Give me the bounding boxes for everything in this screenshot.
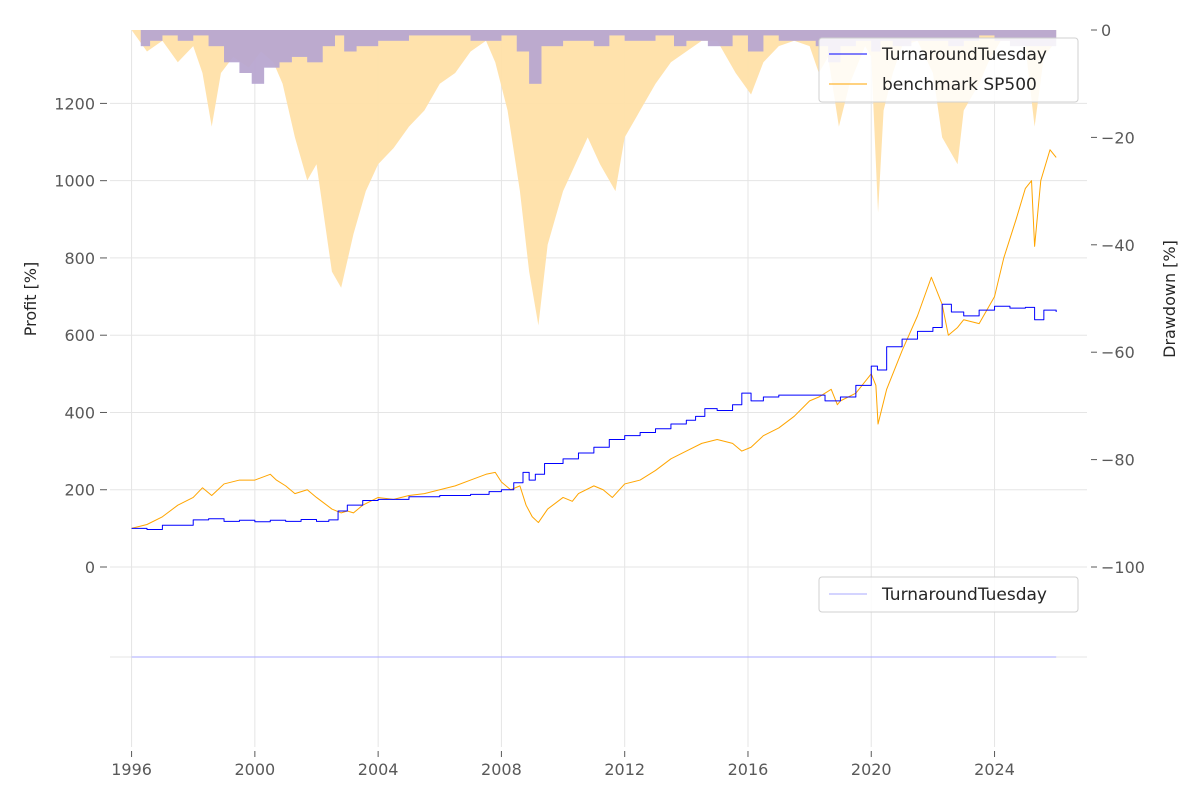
x-tick-label-2020: 2020 xyxy=(851,760,892,779)
y2-tick-label-0: 0 xyxy=(1101,21,1111,40)
x-tick-label-1996: 1996 xyxy=(111,760,152,779)
x-tick-label-2024: 2024 xyxy=(974,760,1015,779)
y2-tick-label-3: −60 xyxy=(1101,343,1135,362)
legend-label-strategy-secondary: TurnaroundTuesday xyxy=(881,585,1047,605)
y2-tick-label-4: −80 xyxy=(1101,451,1135,470)
legend-label-strategy: TurnaroundTuesday xyxy=(881,45,1047,65)
y2-tick-label-1: −20 xyxy=(1101,128,1135,147)
y-tick-label-400: 400 xyxy=(64,403,95,422)
y-tick-label-800: 800 xyxy=(64,249,95,268)
y-tick-label-600: 600 xyxy=(64,326,95,345)
lines-layer xyxy=(131,149,1057,658)
x-tick-label-2008: 2008 xyxy=(481,760,522,779)
turnaroundtuesday-line xyxy=(131,303,1057,531)
legend-label-benchmark: benchmark SP500 xyxy=(882,75,1037,95)
y-tick-label-200: 200 xyxy=(64,481,95,500)
benchmark-sp500-line xyxy=(131,149,1057,529)
x-tick-label-2004: 2004 xyxy=(358,760,399,779)
x-tick-label-2000: 2000 xyxy=(234,760,275,779)
grid-layer xyxy=(110,30,1087,747)
legend-secondary: TurnaroundTuesday xyxy=(818,576,1079,613)
x-tick-label-2012: 2012 xyxy=(604,760,645,779)
y2-axis-title: Drawdown [%] xyxy=(1160,240,1179,358)
benchmark-drawdown-area xyxy=(131,30,1057,326)
y-tick-label-1000: 1000 xyxy=(54,172,95,191)
axes-layer: Profit [%] Drawdown [%] 1996 2000 2004 2008… xyxy=(21,21,1179,779)
y2-tick-label-2: −40 xyxy=(1101,236,1135,255)
legend-main-box xyxy=(818,37,1079,103)
legend-secondary-box xyxy=(818,576,1079,613)
y-tick-label-1200: 1200 xyxy=(54,94,95,113)
y2-tick-label-5: −100 xyxy=(1101,558,1145,577)
x-tick-label-2016: 2016 xyxy=(728,760,769,779)
y-axis-title: Profit [%] xyxy=(21,262,40,337)
y-tick-label-0: 0 xyxy=(85,558,95,577)
legend-main: TurnaroundTuesday benchmark SP500 xyxy=(818,37,1079,103)
legend-layer: TurnaroundTuesday benchmark SP500 Turnar… xyxy=(818,37,1079,613)
